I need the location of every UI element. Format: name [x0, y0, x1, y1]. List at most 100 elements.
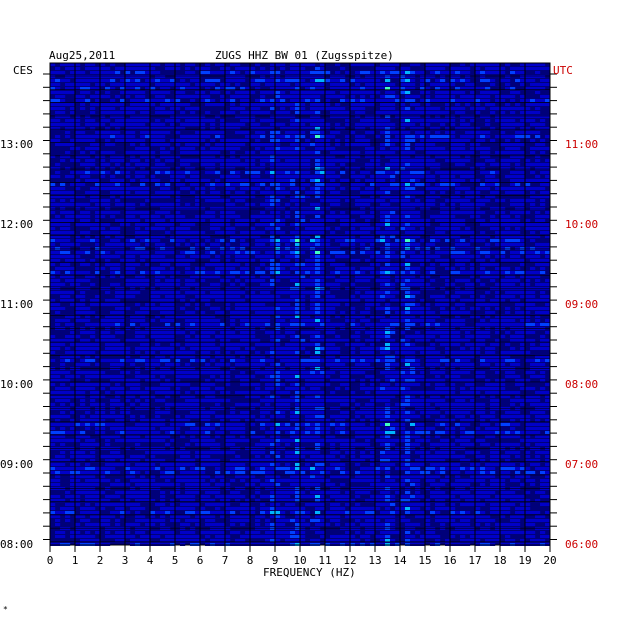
spectrogram-cell	[110, 243, 116, 246]
spectrogram-cell	[370, 303, 376, 306]
spectrogram-cell	[305, 259, 311, 262]
spectrogram-cell	[310, 331, 316, 334]
spectrogram-cell	[85, 263, 91, 266]
spectrogram-cell	[460, 139, 466, 142]
spectrogram-cell	[425, 67, 431, 70]
spectrogram-cell	[465, 227, 471, 230]
spectrogram-cell	[165, 111, 171, 114]
spectrogram-cell	[65, 215, 71, 218]
spectrogram-cell	[230, 187, 236, 190]
spectrogram-cell	[255, 299, 261, 302]
spectrogram-cell	[105, 103, 111, 106]
spectrogram-cell	[180, 219, 186, 222]
spectrogram-cell	[330, 111, 336, 114]
spectrogram-cell	[190, 299, 196, 302]
spectrogram-cell	[425, 311, 431, 314]
spectrogram-cell	[295, 79, 301, 82]
spectrogram-cell	[160, 283, 166, 286]
spectrogram-cell	[505, 343, 511, 346]
spectrogram-cell	[340, 127, 346, 130]
spectrogram-cell	[375, 175, 381, 178]
spectrogram-cell	[495, 135, 501, 138]
spectrogram-cell	[160, 195, 166, 198]
spectrogram-cell	[300, 107, 306, 110]
spectrogram-cell	[540, 179, 546, 182]
spectrogram-cell	[280, 67, 286, 70]
spectrogram-cell	[150, 239, 156, 242]
spectrogram-cell	[385, 291, 391, 294]
spectrogram-cell	[350, 247, 356, 250]
spectrogram-cell	[170, 127, 176, 130]
spectrogram-cell	[230, 323, 236, 326]
spectrogram-cell	[415, 63, 421, 66]
spectrogram-cell	[70, 231, 76, 234]
spectrogram-cell	[490, 127, 496, 130]
spectrogram-cell	[230, 231, 236, 234]
spectrogram-cell	[60, 199, 66, 202]
spectrogram-cell	[535, 323, 541, 326]
spectrogram-cell	[535, 223, 541, 226]
spectrogram-cell	[145, 283, 151, 286]
spectrogram-cell	[535, 315, 541, 318]
spectrogram-cell	[475, 203, 481, 206]
spectrogram-cell	[180, 263, 186, 266]
spectrogram-cell	[530, 295, 536, 298]
spectrogram-cell	[60, 247, 66, 250]
spectrogram-cell	[380, 75, 386, 78]
spectrogram-cell	[465, 211, 471, 214]
spectrogram-cell	[295, 319, 301, 322]
spectrogram-cell	[445, 251, 451, 254]
spectrogram-cell	[355, 179, 361, 182]
spectrogram-cell	[535, 107, 541, 110]
spectrogram-cell	[155, 131, 161, 134]
spectrogram-cell	[490, 79, 496, 82]
spectrogram-cell	[340, 99, 346, 102]
spectrogram-cell	[125, 107, 131, 110]
spectrogram-cell	[525, 79, 531, 82]
spectrogram-cell	[545, 247, 551, 250]
spectrogram-cell	[370, 91, 376, 94]
spectrogram-cell	[460, 91, 466, 94]
spectrogram-cell	[320, 335, 326, 338]
spectrogram-cell	[150, 303, 156, 306]
spectrogram-cell	[105, 339, 111, 342]
spectrogram-cell	[80, 319, 86, 322]
spectrogram-cell	[485, 179, 491, 182]
spectrogram-cell	[225, 299, 231, 302]
spectrogram-cell	[240, 191, 246, 194]
spectrogram-cell	[540, 295, 546, 298]
spectrogram-cell	[240, 163, 246, 166]
spectrogram-cell	[535, 275, 541, 278]
spectrogram-cell	[250, 119, 256, 122]
spectrogram-cell	[415, 179, 421, 182]
spectrogram-cell	[475, 99, 481, 102]
spectrogram-cell	[190, 283, 196, 286]
spectrogram-cell	[250, 291, 256, 294]
spectrogram-cell	[125, 223, 131, 226]
spectrogram-cell	[100, 63, 106, 66]
spectrogram-cell	[485, 87, 491, 90]
spectrogram-cell	[410, 267, 416, 270]
spectrogram-cell	[425, 243, 431, 246]
spectrogram-cell	[160, 319, 166, 322]
spectrogram-cell	[480, 71, 486, 74]
spectrogram-cell	[125, 283, 131, 286]
spectrogram-cell	[335, 151, 341, 154]
spectrogram-cell	[380, 195, 386, 198]
spectrogram-cell	[285, 79, 291, 82]
spectrogram-cell	[125, 347, 131, 350]
spectrogram-cell	[235, 255, 241, 258]
spectrogram-cell	[510, 67, 516, 70]
spectrogram-cell	[140, 111, 146, 114]
spectrogram-cell	[305, 195, 311, 198]
spectrogram-cell	[185, 251, 191, 254]
spectrogram-cell	[200, 159, 206, 162]
spectrogram-cell	[190, 319, 196, 322]
spectrogram-cell	[265, 311, 271, 314]
spectrogram-cell	[435, 111, 441, 114]
spectrogram-cell	[480, 155, 486, 158]
spectrogram-cell	[125, 219, 131, 222]
spectrogram-cell	[225, 147, 231, 150]
spectrogram-cell	[295, 243, 301, 246]
spectrogram-cell	[350, 195, 356, 198]
